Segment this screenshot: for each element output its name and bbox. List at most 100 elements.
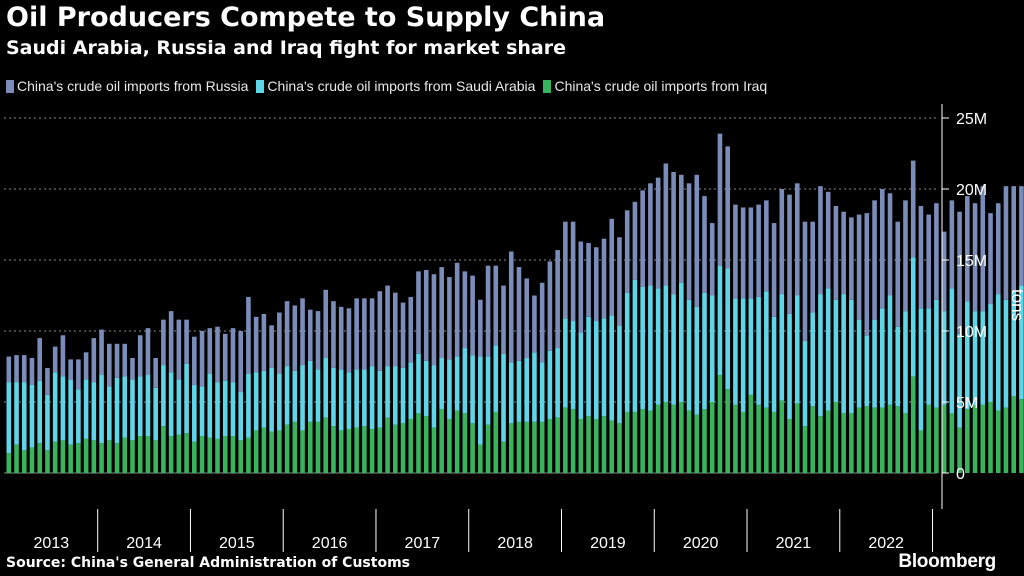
bar-saudi xyxy=(949,288,955,414)
bar-saudi xyxy=(849,299,854,414)
bar-iraq xyxy=(346,428,352,473)
bar-saudi xyxy=(532,352,537,422)
bar-russia xyxy=(315,311,321,370)
bar-iraq xyxy=(14,444,19,473)
bar-iraq xyxy=(910,376,916,473)
bar-russia xyxy=(447,277,452,360)
bar-iraq xyxy=(478,444,483,473)
bar-saudi xyxy=(369,366,375,429)
legend-swatch-iraq xyxy=(543,79,552,93)
bar-russia xyxy=(555,250,560,349)
bar-iraq xyxy=(6,453,12,473)
bar-russia xyxy=(957,211,962,334)
bar-russia xyxy=(849,217,854,300)
bar-iraq xyxy=(21,450,27,473)
legend-label-saudi-arabia: China's crude oil imports from Saudi Ara… xyxy=(267,78,536,94)
bar-saudi xyxy=(408,362,414,420)
bar-russia xyxy=(563,221,568,319)
bar-iraq xyxy=(423,416,429,473)
bar-russia xyxy=(818,186,823,295)
legend-item-iraq: China's crude oil imports from Iraq xyxy=(543,78,767,94)
bar-russia xyxy=(810,221,816,313)
bar-saudi xyxy=(825,288,831,411)
bar-saudi xyxy=(300,365,305,431)
bar-russia xyxy=(733,204,738,299)
y-tick-label: 25M xyxy=(956,111,987,128)
bar-russia xyxy=(794,183,800,296)
bar-russia xyxy=(416,271,421,354)
bar-saudi xyxy=(207,373,213,438)
bar-saudi xyxy=(470,355,475,424)
bar-russia xyxy=(771,223,777,317)
bar-iraq xyxy=(315,421,321,473)
bar-saudi xyxy=(14,382,19,445)
bar-russia xyxy=(764,200,769,292)
bar-saudi xyxy=(648,285,653,411)
bar-russia xyxy=(277,312,282,374)
bar-iraq xyxy=(122,437,128,473)
bar-russia xyxy=(965,196,970,302)
bar-iraq xyxy=(624,411,630,473)
chart-subtitle: Saudi Arabia, Russia and Iraq fight for … xyxy=(6,37,567,59)
bar-russia xyxy=(872,200,877,320)
bar-saudi xyxy=(60,376,66,441)
bar-russia xyxy=(655,177,661,289)
bar-saudi xyxy=(277,373,282,431)
bar-iraq xyxy=(176,434,182,473)
bar-saudi xyxy=(323,357,329,418)
x-tick-label: 2014 xyxy=(126,535,162,552)
bar-saudi xyxy=(725,268,730,390)
bar-iraq xyxy=(222,436,228,473)
bar-saudi xyxy=(215,382,220,439)
bar-iraq xyxy=(833,402,839,473)
bar-iraq xyxy=(470,423,475,473)
legend-label-russia: China's crude oil imports from Russia xyxy=(17,78,249,94)
bar-iraq xyxy=(331,426,336,473)
bar-russia xyxy=(462,271,468,349)
bar-saudi xyxy=(261,370,267,428)
bar-iraq xyxy=(841,413,846,473)
bar-saudi xyxy=(21,382,27,451)
bar-russia xyxy=(841,211,846,295)
bar-iraq xyxy=(810,406,816,473)
bar-iraq xyxy=(887,404,893,473)
bar-saudi xyxy=(83,379,89,439)
bar-series-group xyxy=(6,133,1024,473)
bar-iraq xyxy=(779,400,785,473)
bar-saudi xyxy=(99,375,104,444)
bar-saudi xyxy=(37,380,43,444)
bar-saudi xyxy=(76,389,81,444)
bar-russia xyxy=(879,189,885,309)
bar-saudi xyxy=(447,359,452,420)
bar-russia xyxy=(207,328,213,374)
bar-saudi xyxy=(972,311,978,405)
bar-iraq xyxy=(199,436,205,473)
bar-saudi xyxy=(926,308,931,405)
bar-saudi xyxy=(393,366,398,425)
bar-russia xyxy=(130,357,135,380)
bar-russia xyxy=(369,298,375,367)
bar-russia xyxy=(586,242,591,317)
bar-iraq xyxy=(787,419,792,473)
bar-saudi xyxy=(292,370,298,422)
bar-iraq xyxy=(277,430,282,473)
bar-iraq xyxy=(903,413,908,473)
bar-saudi xyxy=(740,298,746,412)
bar-iraq xyxy=(485,424,491,473)
bar-saudi xyxy=(385,366,390,418)
x-tick-label: 2018 xyxy=(497,535,533,552)
bar-iraq xyxy=(601,416,607,473)
bar-saudi xyxy=(338,369,344,431)
bar-iraq xyxy=(416,413,421,473)
bar-iraq xyxy=(431,427,437,473)
bar-saudi xyxy=(493,345,499,412)
bar-iraq xyxy=(640,409,645,473)
bar-iraq xyxy=(215,438,220,473)
x-tick-label: 2017 xyxy=(405,535,441,552)
bar-saudi xyxy=(416,353,421,414)
bar-russia xyxy=(1003,186,1009,300)
bar-iraq xyxy=(648,410,653,473)
bar-russia xyxy=(949,200,955,289)
bar-russia xyxy=(106,343,112,387)
bar-russia xyxy=(864,213,870,336)
